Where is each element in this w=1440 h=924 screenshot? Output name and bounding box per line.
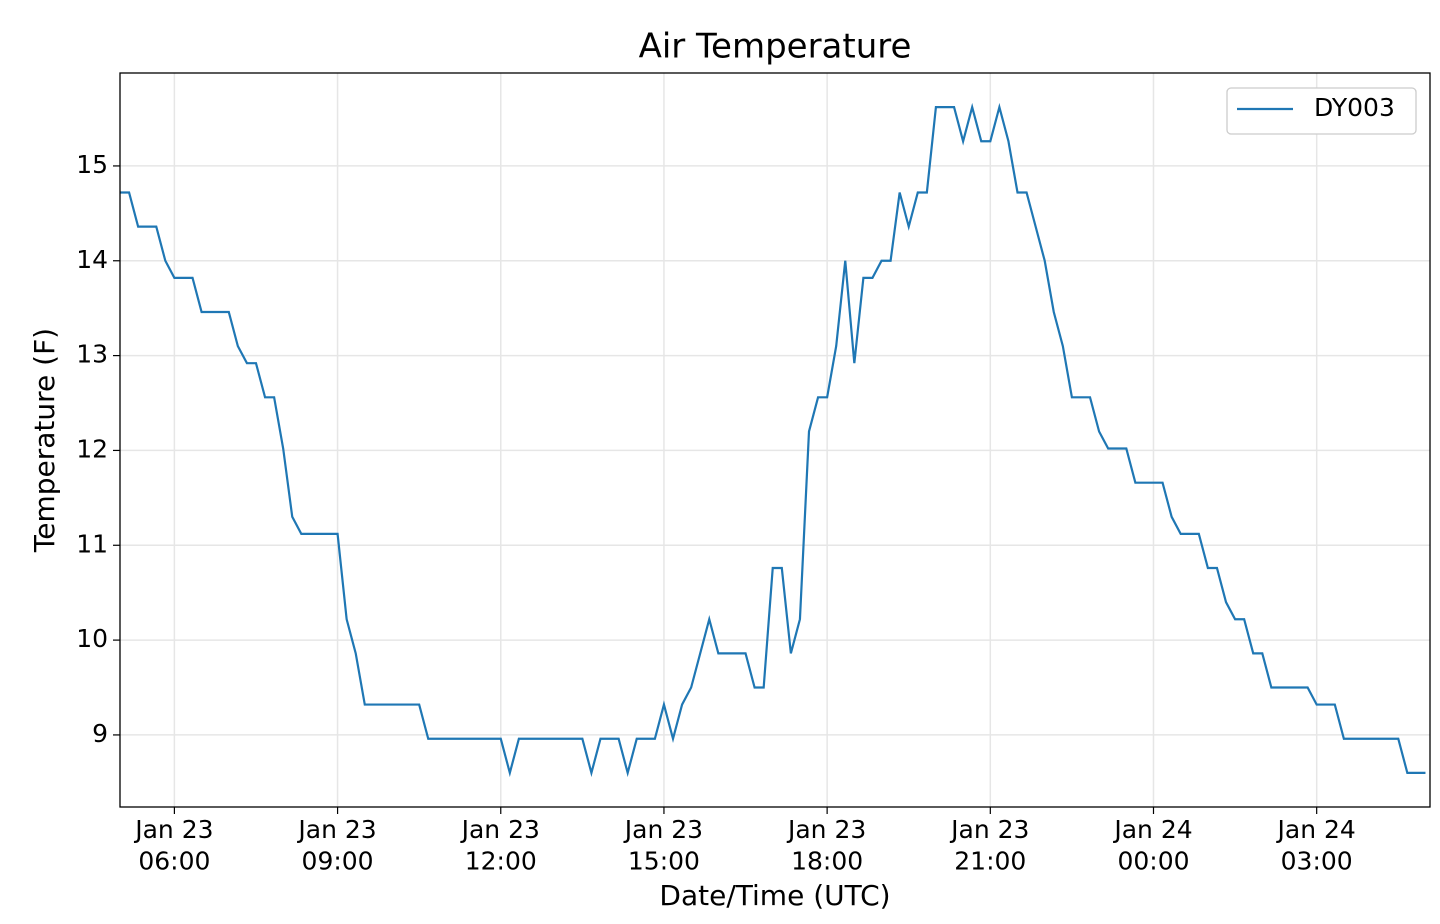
x-tick-label: Jan 23 09:00 — [296, 815, 376, 875]
y-tick-label: 15 — [76, 150, 108, 179]
tick-label-line: 03:00 — [1281, 846, 1353, 875]
tick-label-line: Jan 23 — [133, 815, 213, 844]
tick-label-line: 09:00 — [302, 846, 374, 875]
x-tick-label: Jan 23 18:00 — [786, 815, 866, 875]
x-tick-label: Jan 23 21:00 — [949, 815, 1029, 875]
tick-label-line: 00:00 — [1117, 846, 1189, 875]
plot-frame — [119, 72, 1431, 808]
tick-label-line: 15:00 — [628, 846, 700, 875]
legend: DY003 — [1226, 87, 1417, 135]
y-tick-label: 10 — [76, 624, 108, 653]
legend-label: DY003 — [1314, 93, 1395, 122]
x-tick-label: Jan 24 03:00 — [1276, 815, 1356, 875]
tick-label-line: 06:00 — [138, 846, 210, 875]
legend-box — [1226, 87, 1417, 135]
y-tick-label: 14 — [76, 245, 108, 274]
tick-label-line: Jan 23 — [623, 815, 703, 844]
data-line — [120, 102, 1426, 778]
tick-label-line: Jan 24 — [1276, 815, 1356, 844]
y-tick-label: 9 — [92, 719, 108, 748]
y-axis-label: Temperature (F) — [28, 328, 61, 553]
tick-label-line: 12:00 — [465, 846, 537, 875]
x-tick-label: Jan 24 00:00 — [1112, 815, 1192, 875]
x-tick-label: Jan 23 06:00 — [133, 815, 213, 875]
y-tick-label: 12 — [76, 434, 108, 463]
y-tick-label: 11 — [76, 529, 108, 558]
tick-label-line: 18:00 — [791, 846, 863, 875]
tick-label-line: Jan 23 — [786, 815, 866, 844]
tick-label-line: Jan 23 — [460, 815, 540, 844]
tick-label-line: 21:00 — [954, 846, 1026, 875]
tick-label-line: Jan 24 — [1112, 815, 1192, 844]
x-tick-label: Jan 23 12:00 — [460, 815, 540, 875]
chart-title: Air Temperature — [639, 27, 912, 67]
x-axis-label: Date/Time (UTC) — [659, 879, 890, 912]
tick-label-line: Jan 23 — [949, 815, 1029, 844]
y-tick-label: 13 — [76, 340, 108, 369]
tick-label-line: Jan 23 — [296, 815, 376, 844]
x-tick-label: Jan 23 15:00 — [623, 815, 703, 875]
